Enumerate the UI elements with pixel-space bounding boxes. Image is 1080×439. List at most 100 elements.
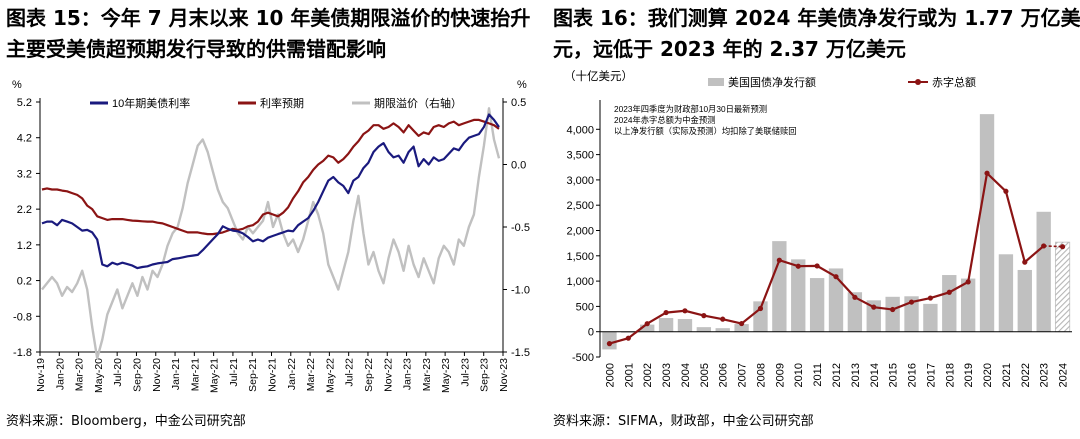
left-title-line1: 图表 15：今年 7 月末以来 10 年美债期限溢价的快速抬升 xyxy=(6,6,531,30)
right-y-tick-label: -0.5 xyxy=(511,222,530,234)
series-line-2 xyxy=(41,107,501,360)
x-tick-label: 2021 xyxy=(1001,363,1013,387)
deficit-point-2011 xyxy=(814,263,820,269)
y-tick-label: 4,000 xyxy=(566,124,594,136)
x-tick-label: 2016 xyxy=(907,363,919,387)
legend-line-label: 赤字总额 xyxy=(932,75,976,89)
legend-line-marker xyxy=(915,79,921,85)
left-y-tick-label: 0.2 xyxy=(17,276,32,288)
x-tick-label: Nov-20 xyxy=(151,358,163,392)
x-tick-label: Jan-20 xyxy=(54,358,66,390)
x-tick-label: Sep-21 xyxy=(247,358,259,392)
legend-bar-label: 美国国债净发行额 xyxy=(728,75,816,89)
chart-note: 以上净发行额（实际及预测）均扣除了美联储赎回 xyxy=(614,126,797,136)
x-tick-label: Mar-23 xyxy=(421,358,433,391)
x-tick-label: Nov-22 xyxy=(382,358,394,392)
x-tick-label: May-23 xyxy=(440,358,452,393)
y-tick-label: 0 xyxy=(588,327,594,339)
x-tick-label: 2005 xyxy=(699,363,711,387)
deficit-point-2007 xyxy=(739,320,745,327)
x-tick-label: 2023 xyxy=(1039,363,1051,387)
deficit-point-2004 xyxy=(682,308,688,314)
y-tick-label: 3,000 xyxy=(566,175,594,187)
bar-2017 xyxy=(923,303,938,332)
deficit-point-2000 xyxy=(606,341,613,347)
x-tick-label: Mar-21 xyxy=(189,358,201,391)
bar-2015 xyxy=(885,296,900,332)
deficit-point-2017 xyxy=(927,295,933,301)
right-y-tick-label: 0.5 xyxy=(511,97,526,109)
x-tick-label: Nov-19 xyxy=(35,358,47,392)
deficit-point-2019 xyxy=(965,279,971,285)
x-tick-label: Jan-21 xyxy=(170,358,182,390)
x-tick-label: May-21 xyxy=(209,358,221,393)
x-tick-label: 2022 xyxy=(1020,363,1032,387)
right-y-tick-label: -1.5 xyxy=(511,347,530,359)
bar-2022 xyxy=(1017,269,1032,332)
deficit-point-2021 xyxy=(1003,188,1009,194)
x-tick-label: 2020 xyxy=(982,363,994,387)
bar-2008 xyxy=(753,301,768,332)
bar-2023 xyxy=(1036,211,1051,332)
bar-2003 xyxy=(658,318,674,332)
deficit-line xyxy=(609,170,1045,345)
x-tick-label: 2011 xyxy=(812,363,824,387)
bar-2020 xyxy=(979,114,995,332)
left-y-tick-label: 5.2 xyxy=(17,97,32,109)
x-tick-label: 2007 xyxy=(737,363,749,387)
bar-2000 xyxy=(602,331,617,350)
left-y-tick-label: -1.8 xyxy=(13,347,32,359)
left-y-tick-label: 1.2 xyxy=(17,240,32,252)
right-title-line1: 图表 16：我们测算 2024 年美债净发行或为 1.77 万亿美 xyxy=(553,6,1080,30)
x-tick-label: 2000 xyxy=(604,363,616,387)
deficit-point-2005 xyxy=(701,313,707,319)
deficit-point-2003 xyxy=(663,309,669,316)
deficit-point-2016 xyxy=(908,299,915,305)
legend-label-0: 10年期美债利率 xyxy=(112,96,190,110)
x-tick-label: Sep-23 xyxy=(479,358,491,392)
y-tick-label: 500 xyxy=(576,301,594,313)
deficit-point-2010 xyxy=(795,263,801,269)
x-tick-label: Mar-22 xyxy=(305,358,317,391)
x-tick-label: 2001 xyxy=(623,363,635,387)
x-tick-label: Jul-21 xyxy=(228,358,240,387)
left-y-tick-label: 3.2 xyxy=(17,168,32,180)
x-tick-label: May-20 xyxy=(93,358,105,393)
x-tick-label: 2002 xyxy=(642,363,654,387)
legend-bar-swatch xyxy=(708,78,724,86)
bar-2005 xyxy=(696,327,712,332)
left-source: 资料来源：Bloomberg，中金公司研究部 xyxy=(6,414,246,429)
x-tick-label: 2017 xyxy=(925,363,937,387)
deficit-point-2006 xyxy=(720,316,726,322)
x-tick-label: Mar-20 xyxy=(74,358,86,391)
x-tick-label: 2018 xyxy=(944,363,956,387)
x-tick-label: Jan-23 xyxy=(402,358,414,390)
deficit-point-2002 xyxy=(644,321,650,327)
y-tick-label: 2,000 xyxy=(566,226,594,238)
y-tick-label: 2,500 xyxy=(566,200,594,212)
right-axis-unit: % xyxy=(517,79,527,91)
x-tick-label: 2004 xyxy=(680,363,692,387)
bar-2001 xyxy=(621,331,636,333)
x-tick-label: Jan-22 xyxy=(286,358,298,390)
bar-2004 xyxy=(677,319,693,332)
x-tick-label: Nov-23 xyxy=(498,358,510,392)
x-tick-label: 2013 xyxy=(850,363,862,387)
x-tick-label: 2006 xyxy=(718,363,730,387)
deficit-point-2022 xyxy=(1022,259,1028,265)
bar-2009 xyxy=(772,241,787,332)
x-tick-label: 2009 xyxy=(774,363,786,387)
bar-2007 xyxy=(734,324,749,332)
deficit-point-2001 xyxy=(625,335,631,341)
bar-2016 xyxy=(904,296,919,332)
treasury-issuance-chart: （十亿美元） -500 0 500 1,000 1,500 2,000 2,500 3,000 3… xyxy=(564,69,1072,387)
deficit-point-2012 xyxy=(833,274,839,280)
bar-2010 xyxy=(791,259,806,332)
bar-2012 xyxy=(828,268,844,332)
x-tick-label: Nov-21 xyxy=(267,358,279,392)
right-y-tick-label: 0.0 xyxy=(511,160,526,172)
series-line-0 xyxy=(41,113,500,270)
bar-2021 xyxy=(998,254,1014,332)
term-premium-chart: % % 5.2 4.2 3.2 2.2 1.2 0.2 -0.8 -1.8 0.5 0.0 -0.5 -1… xyxy=(12,79,530,393)
x-tick-label: 2024 xyxy=(1058,363,1070,387)
